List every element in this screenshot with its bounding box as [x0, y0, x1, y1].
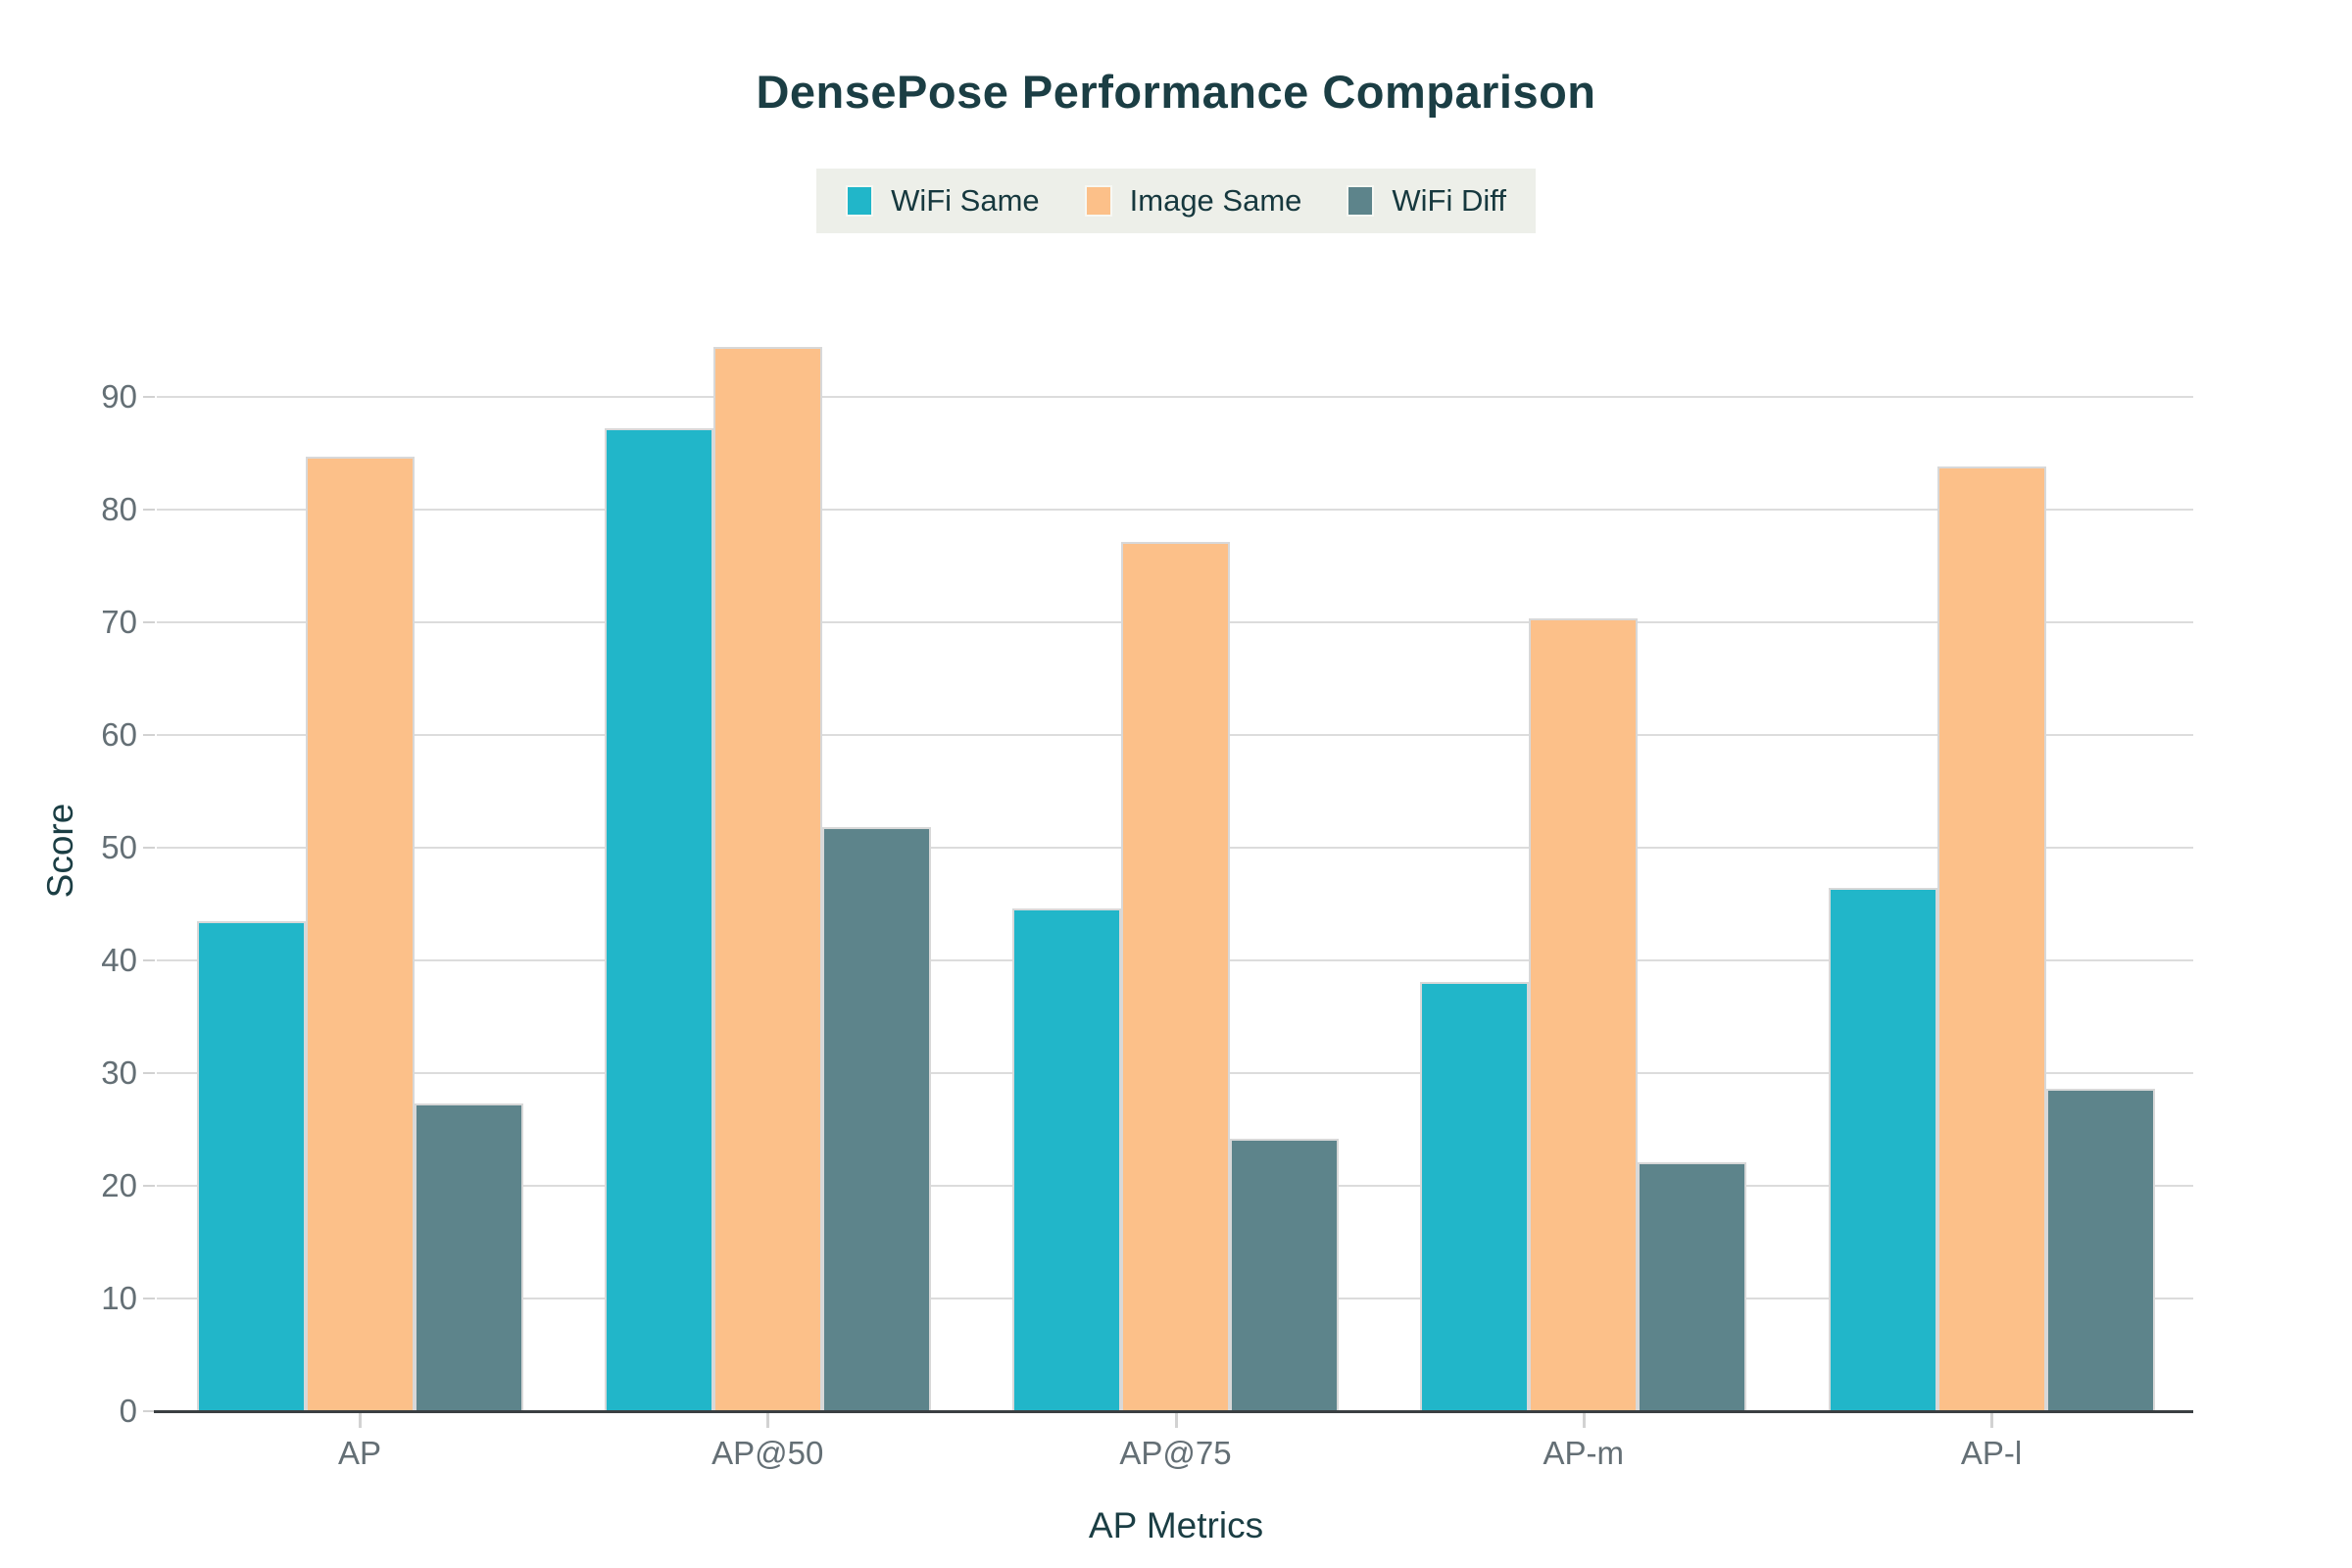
x-tick-mark-ap-75	[1174, 1413, 1178, 1428]
bar-wifi-same-ap-m	[1420, 981, 1530, 1411]
legend-item-image-same: Image Same	[1084, 183, 1302, 219]
legend-swatch-image-same	[1084, 185, 1112, 217]
x-tick-label-ap: AP	[337, 1435, 382, 1471]
gridline-80	[157, 508, 2193, 511]
gridline-90	[157, 395, 2193, 398]
x-tick-label-ap-m: AP-m	[1543, 1435, 1625, 1471]
x-tick-label-ap-75: AP@75	[1119, 1435, 1232, 1471]
bar-wifi-diff-ap-50	[821, 827, 931, 1411]
legend-label: WiFi Same	[891, 183, 1040, 218]
bar-wifi-diff-ap-m	[1638, 1161, 1747, 1411]
legend-item-wifi-same: WiFi Same	[846, 183, 1040, 219]
bar-wifi-same-ap-50	[604, 428, 713, 1411]
y-tick-mark-60	[143, 733, 155, 736]
y-tick-mark-20	[143, 1184, 155, 1187]
y-axis-title: Score	[40, 803, 80, 899]
legend: WiFi Same Image Same WiFi Diff	[0, 169, 2352, 233]
y-tick-mark-80	[143, 508, 155, 511]
chart-title: DensePose Performance Comparison	[756, 66, 1596, 118]
y-tick-label: 50	[101, 828, 137, 865]
bar-wifi-same-ap-75	[1012, 908, 1121, 1411]
bar-wifi-same-ap-l	[1828, 888, 1937, 1411]
x-tick-label-ap-l: AP-l	[1960, 1435, 2023, 1471]
bar-wifi-same-ap	[196, 920, 306, 1411]
x-axis-title: AP Metrics	[1088, 1505, 1264, 1545]
legend-swatch-wifi-same	[846, 185, 874, 217]
bar-image-same-ap-m	[1529, 618, 1639, 1411]
x-tick-label-ap-50: AP@50	[711, 1435, 824, 1471]
legend-box: WiFi Same Image Same WiFi Diff	[816, 169, 1536, 233]
y-tick-mark-70	[143, 620, 155, 623]
y-tick-mark-10	[143, 1297, 155, 1299]
legend-label: Image Same	[1129, 183, 1302, 218]
y-tick-label: 0	[119, 1393, 137, 1429]
legend-item-wifi-diff: WiFi Diff	[1347, 183, 1506, 219]
y-tick-mark-0	[143, 1410, 155, 1412]
y-tick-label: 20	[101, 1166, 137, 1203]
y-tick-mark-30	[143, 1071, 155, 1074]
y-tick-label: 60	[101, 715, 137, 753]
x-tick-mark-ap-l	[1990, 1413, 1993, 1428]
y-tick-label: 10	[101, 1279, 137, 1316]
y-tick-mark-50	[143, 846, 155, 849]
bar-wifi-diff-ap-l	[2045, 1089, 2155, 1411]
bar-wifi-diff-ap-75	[1230, 1138, 1339, 1411]
y-tick-label: 90	[101, 377, 137, 415]
y-tick-label: 70	[101, 603, 137, 640]
x-axis-baseline	[154, 1410, 2193, 1413]
x-tick-mark-ap-50	[766, 1413, 770, 1428]
bar-image-same-ap-75	[1121, 542, 1230, 1411]
bar-wifi-diff-ap	[414, 1102, 523, 1411]
y-tick-label: 80	[101, 490, 137, 527]
legend-swatch-wifi-diff	[1347, 185, 1375, 217]
y-tick-mark-40	[143, 958, 155, 961]
y-tick-mark-90	[143, 395, 155, 398]
y-tick-label: 30	[101, 1054, 137, 1091]
x-tick-mark-ap	[359, 1413, 362, 1428]
bar-image-same-ap-50	[712, 347, 822, 1411]
bar-image-same-ap-l	[1936, 466, 2046, 1411]
y-tick-label: 40	[101, 941, 137, 978]
x-tick-mark-ap-m	[1582, 1413, 1586, 1428]
bar-image-same-ap	[305, 456, 415, 1411]
legend-label: WiFi Diff	[1392, 183, 1506, 218]
